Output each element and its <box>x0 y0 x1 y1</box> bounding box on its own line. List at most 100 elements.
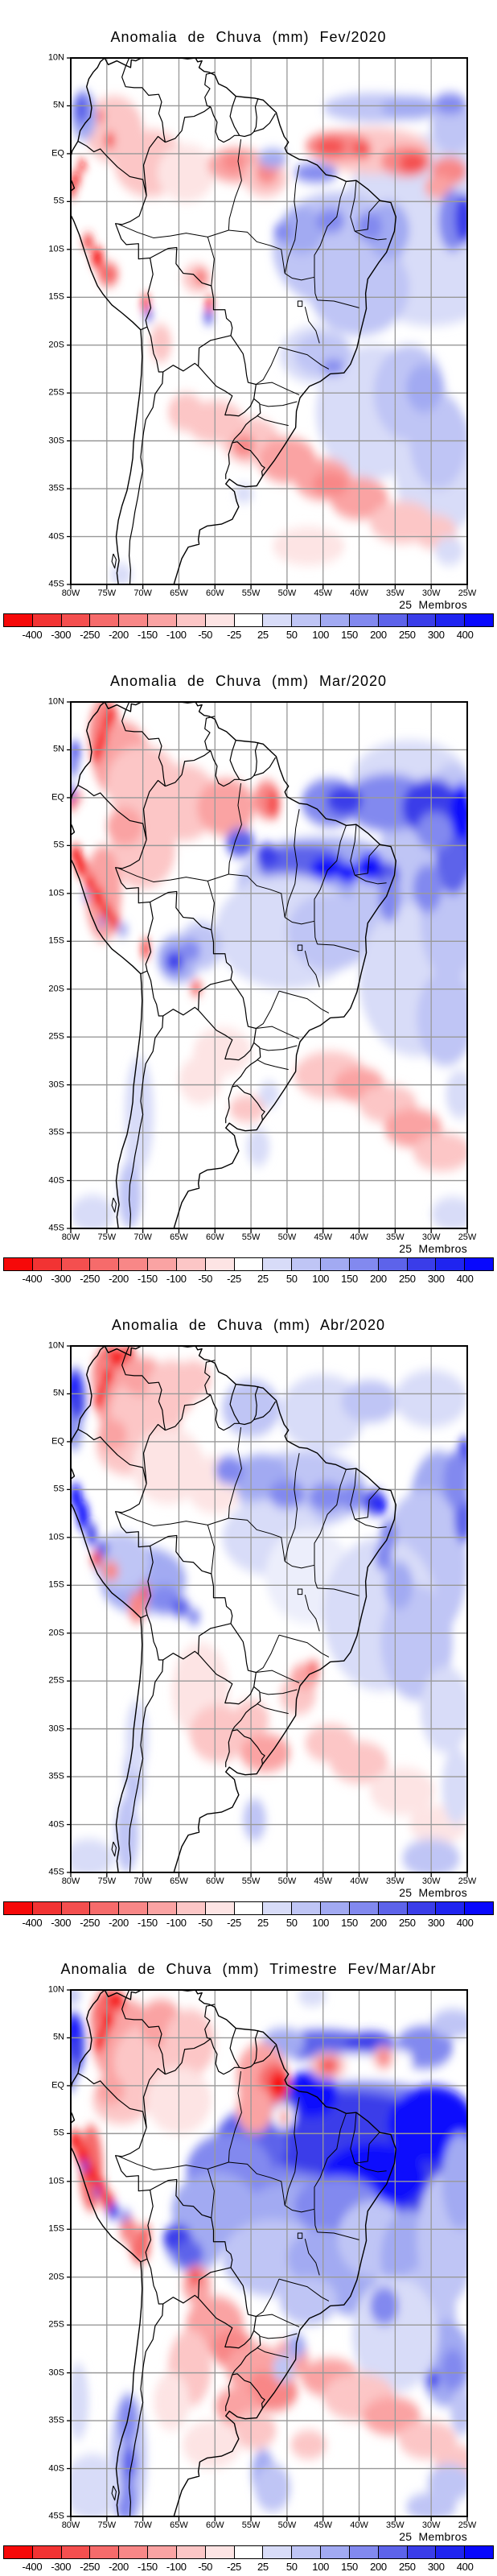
colorbar-cell <box>348 613 379 627</box>
colorbar-cell <box>3 2545 33 2559</box>
country-border-path <box>232 398 261 443</box>
country-border-path <box>116 840 150 902</box>
country-border-path <box>165 107 210 142</box>
panel-title: Anomalia de Chuva (mm) Trimestre Fev/Mar… <box>60 1961 437 1977</box>
country-border-path <box>116 2128 150 2190</box>
state-border-path <box>256 1670 299 1682</box>
lon-tick-label: 45W <box>314 588 333 598</box>
colorbar-tick-label: 300 <box>427 2561 445 2573</box>
colorbar-cell <box>464 2545 495 2559</box>
country-border-path <box>78 2073 105 2087</box>
colorbar <box>3 2545 495 2559</box>
country-border-path <box>230 97 240 136</box>
country-border-path <box>122 58 166 142</box>
colorbar-cell <box>147 613 177 627</box>
colorbar-tick-label: -250 <box>80 629 101 641</box>
state-border-path <box>285 2097 299 2205</box>
lat-tick-label: 45S <box>48 2511 64 2521</box>
country-border-path <box>105 2087 146 2128</box>
colorbar-tick-label: -250 <box>80 2561 101 2573</box>
colorbar-cell <box>31 1257 62 1271</box>
state-border-path <box>314 1565 318 1588</box>
colorbar-tick-label: 200 <box>370 2561 387 2573</box>
lat-tick-label: 20S <box>48 340 64 350</box>
lat-tick-label: 5S <box>53 2128 64 2138</box>
lon-tick-label: 70W <box>133 588 152 598</box>
state-border-path <box>305 307 319 343</box>
lat-tick-label: 5S <box>53 840 64 850</box>
colorbar-tick-label: 400 <box>456 2561 474 2573</box>
state-border-path <box>314 1469 346 1565</box>
country-border-path <box>254 758 276 776</box>
lat-tick-label: 5N <box>52 1388 64 1398</box>
state-border-path <box>257 1704 289 1714</box>
colorbar-cell <box>291 1257 322 1271</box>
state-border-path <box>228 1518 285 1562</box>
country-border-path <box>205 716 216 751</box>
state-border-path <box>261 402 298 407</box>
country-border-path <box>144 2069 166 2128</box>
country-border-path <box>165 1395 210 1430</box>
lon-tick-label: 35W <box>386 588 405 598</box>
country-border-path <box>144 781 166 840</box>
country-border-path <box>254 98 258 132</box>
state-border-path <box>318 300 359 308</box>
country-border-path <box>105 799 146 840</box>
colorbar-tick-label: -200 <box>109 1917 129 1929</box>
colorbar-tick-label: 50 <box>285 1917 298 1929</box>
country-border-path <box>122 702 166 786</box>
lon-tick-label: 30W <box>421 588 441 598</box>
lon-tick-label: 30W <box>421 1876 441 1886</box>
lon-tick-label: 65W <box>170 1232 188 1242</box>
state-border-path <box>314 2113 346 2209</box>
lon-tick-label: 60W <box>205 1232 224 1242</box>
country-border-path <box>147 2259 163 2304</box>
country-border-path <box>146 258 153 328</box>
country-border-path <box>150 1535 232 1623</box>
state-border-path <box>256 347 279 384</box>
lat-tick-label: 5N <box>52 744 64 754</box>
state-border-path <box>305 2239 319 2275</box>
lat-tick-label: EQ <box>51 148 64 159</box>
colorbar-tick-label: -200 <box>109 2561 129 2573</box>
country-border-path <box>230 741 240 780</box>
lat-tick-label: 20S <box>48 1628 64 1638</box>
colorbar <box>3 613 495 627</box>
lon-tick-label: 55W <box>241 588 261 598</box>
lat-tick-label: 45S <box>48 1223 64 1233</box>
colorbar-tick-label: 25 <box>257 1273 269 1285</box>
colorbar-tick-label: -300 <box>51 2561 72 2573</box>
colorbar-cell <box>464 1901 495 1915</box>
lon-tick-label: 30W <box>421 1232 441 1242</box>
country-border-path <box>141 1615 147 1618</box>
colorbar-tick-label: -100 <box>166 1273 187 1285</box>
colorbar-labels: -400 -300 -250 -200 -150 -100 -50 -25 25 50 100 150… <box>3 1917 494 1930</box>
country-border-path <box>129 1660 163 1872</box>
lon-tick-label: 55W <box>241 2520 261 2530</box>
lon-tick-label: 75W <box>97 1876 117 1886</box>
state-border-path <box>318 1588 359 1596</box>
state-border-path <box>285 165 299 273</box>
colorbar <box>3 1901 495 1915</box>
anomaly-map <box>71 58 467 584</box>
colorbar-cell <box>262 1257 293 1271</box>
state-border-path <box>117 224 228 238</box>
country-border-path <box>199 1654 254 1704</box>
country-border-path <box>232 2374 265 2409</box>
anomaly-map <box>71 702 467 1228</box>
colorbar-cell <box>60 1901 91 1915</box>
state-border-path <box>257 1060 289 1070</box>
lat-tick-label: 15S <box>48 1579 64 1590</box>
lat-tick-label: EQ <box>51 1436 64 1447</box>
colorbar-tick-label: -150 <box>137 1273 158 1285</box>
country-border-path <box>211 2039 240 2074</box>
state-border-path <box>305 951 319 987</box>
state-border-path <box>351 824 356 875</box>
grid-lines <box>71 1346 467 1872</box>
state-border-path <box>257 416 289 426</box>
country-border-path <box>226 2375 232 2411</box>
coastline-path <box>71 702 396 1228</box>
colorbar-cell <box>320 1901 350 1915</box>
lon-tick-label: 75W <box>97 2520 117 2530</box>
